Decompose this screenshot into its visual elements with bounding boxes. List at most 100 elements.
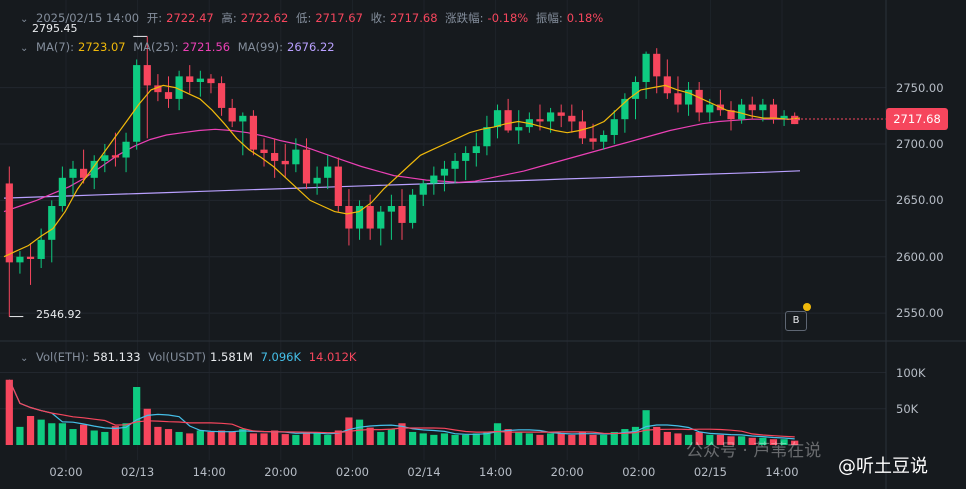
- volume-bar: [387, 429, 395, 445]
- change-value: -0.18%: [487, 11, 529, 25]
- volume-bar: [302, 431, 311, 445]
- candle-body: [175, 76, 183, 99]
- time-tick-label: 02/15: [693, 465, 727, 479]
- volume-grid-lines: [0, 372, 886, 410]
- volume-bar: [355, 419, 364, 445]
- time-tick-label: 20:00: [550, 465, 584, 479]
- vol-eth-value: 581.133: [93, 350, 141, 364]
- vol-usdt-label: Vol(USDT): [148, 350, 207, 364]
- volume-bar: [706, 434, 714, 445]
- candle-body: [69, 168, 77, 178]
- notification-dot: [803, 303, 811, 311]
- volume-bar: [26, 416, 35, 445]
- volume-bar: [175, 431, 183, 445]
- volume-ma-short: [8, 379, 795, 440]
- candle-body: [292, 149, 300, 165]
- volume-bar: [600, 434, 608, 445]
- watermark-account: @听土豆说: [838, 456, 928, 477]
- volume-bar: [738, 436, 746, 445]
- close-value: 2717.68: [389, 11, 438, 25]
- candle-body: [483, 127, 491, 147]
- time-tick-label: 02/14: [407, 465, 441, 479]
- volume-bar: [281, 434, 289, 445]
- volume-bar: [16, 426, 24, 445]
- candle-body: [653, 53, 661, 77]
- candle-body: [355, 206, 364, 229]
- volume-bar: [398, 423, 406, 445]
- candle-body: [684, 89, 693, 105]
- candle-body: [377, 211, 385, 229]
- candle-body: [48, 206, 56, 240]
- time-tick-label: 14:00: [765, 465, 799, 479]
- low-value: 2717.67: [315, 11, 363, 25]
- candle-body: [504, 110, 512, 131]
- amplitude-value: 0.18%: [566, 11, 604, 25]
- volume-bar: [472, 433, 480, 445]
- candle-body: [133, 65, 141, 142]
- open-label: 开:: [146, 11, 163, 25]
- volume-bar: [377, 431, 385, 445]
- volume-ma-long: [8, 379, 795, 438]
- candle-body: [79, 168, 88, 178]
- time-tick-label: 14:00: [192, 465, 226, 479]
- volume-bar: [621, 429, 629, 445]
- collapse-vol-icon[interactable]: ⌄: [20, 353, 29, 364]
- time-tick-label: 14:00: [479, 465, 513, 479]
- candle-body: [515, 127, 523, 131]
- volume-bar: [578, 431, 587, 445]
- grid-lines: [0, 0, 886, 460]
- volume-bar: [111, 426, 120, 445]
- ma25-label: MA(25):: [133, 40, 179, 54]
- candle-body: [398, 206, 406, 223]
- volume-bar: [366, 427, 374, 445]
- exchange-badge-icon[interactable]: B: [785, 311, 807, 331]
- candle-body: [642, 53, 650, 82]
- high-label: 高:: [221, 11, 237, 25]
- volume-header: ⌄ Vol(ETH): 581.133 Vol(USDT) 1.581M 7.096…: [0, 350, 360, 364]
- volume-bar: [451, 434, 459, 445]
- volume-bar: [483, 431, 491, 445]
- volume-bar: [610, 431, 618, 445]
- candle-body: [122, 141, 130, 158]
- time-tick-label: 02:00: [335, 465, 369, 479]
- candle-body: [493, 110, 502, 128]
- candle-body: [111, 155, 120, 158]
- collapse-icon[interactable]: ⌄: [20, 14, 29, 25]
- volume-bar: [759, 437, 767, 445]
- candle-body: [440, 168, 449, 176]
- volume-bar: [525, 433, 533, 445]
- candle-body: [748, 104, 756, 111]
- amplitude-label: 振幅:: [535, 11, 563, 25]
- collapse-ma-icon[interactable]: ⌄: [20, 43, 29, 54]
- volume-bar: [515, 431, 523, 445]
- change-label: 涨跌幅:: [445, 11, 484, 25]
- time-tick-label: 02:00: [49, 465, 83, 479]
- candle-body: [727, 110, 735, 120]
- candle-body: [536, 119, 544, 122]
- candle-body: [302, 149, 311, 184]
- candle-body: [249, 115, 258, 150]
- candle-body: [695, 89, 703, 113]
- volume-tick-label: 100K: [896, 365, 926, 380]
- low-label: 低:: [295, 11, 312, 25]
- volume-bar: [589, 434, 597, 445]
- open-value: 2722.47: [166, 11, 214, 25]
- volume-bar: [217, 430, 226, 445]
- candle-body: [472, 146, 480, 154]
- volume-bar: [143, 408, 151, 445]
- price-tick-label: 2600.00: [896, 249, 944, 264]
- volume-bar: [409, 431, 417, 445]
- candle-body: [430, 175, 438, 184]
- volume-bar: [334, 430, 342, 445]
- volume-bar: [557, 433, 565, 445]
- candle-body: [196, 78, 204, 82]
- volume-bar: [133, 387, 141, 445]
- candle-body: [154, 85, 162, 93]
- volume-bar: [101, 431, 109, 445]
- candle-body: [58, 177, 66, 206]
- max-price-label: 2795.45: [32, 22, 78, 35]
- ma7-polyline: [3, 84, 801, 258]
- volume-bar: [663, 431, 671, 445]
- volume-bar: [37, 419, 45, 445]
